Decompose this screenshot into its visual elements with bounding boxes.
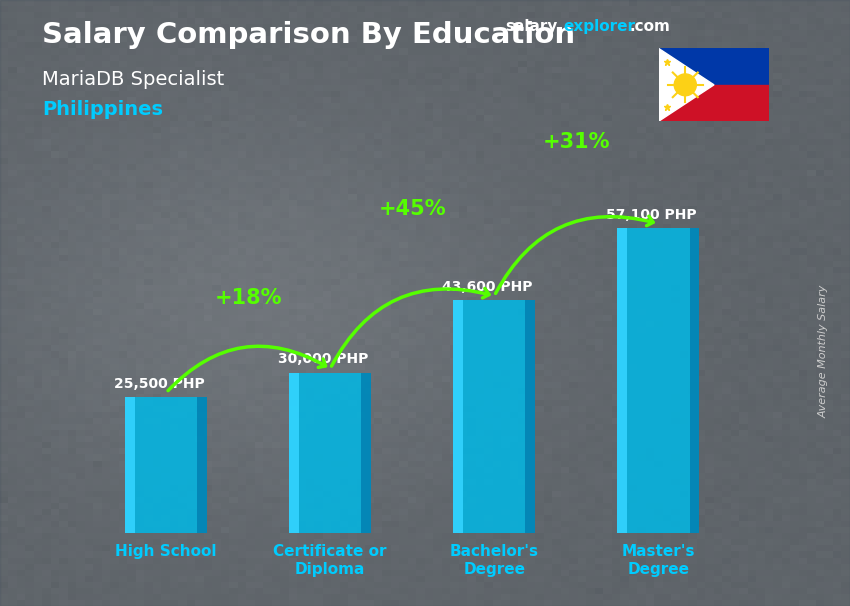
Bar xyxy=(617,228,627,533)
Text: .com: .com xyxy=(630,19,671,35)
Bar xyxy=(617,228,700,533)
Text: MariaDB Specialist: MariaDB Specialist xyxy=(42,70,224,88)
Text: 57,100 PHP: 57,100 PHP xyxy=(606,207,696,222)
Text: Salary Comparison By Education: Salary Comparison By Education xyxy=(42,21,575,49)
Circle shape xyxy=(674,74,696,96)
Text: +31%: +31% xyxy=(542,132,610,153)
Text: Philippines: Philippines xyxy=(42,100,163,119)
Bar xyxy=(289,373,371,533)
Text: explorer: explorer xyxy=(564,19,636,35)
Text: 43,600 PHP: 43,600 PHP xyxy=(442,280,532,294)
Text: salary: salary xyxy=(506,19,558,35)
Bar xyxy=(361,373,371,533)
Bar xyxy=(125,397,135,533)
Bar xyxy=(659,48,769,85)
Bar xyxy=(289,373,299,533)
Bar xyxy=(689,228,700,533)
Text: 25,500 PHP: 25,500 PHP xyxy=(114,376,204,390)
Bar xyxy=(453,300,463,533)
Bar xyxy=(525,300,536,533)
Text: +18%: +18% xyxy=(214,288,282,308)
Bar xyxy=(125,397,207,533)
Bar xyxy=(659,85,769,121)
Text: 30,000 PHP: 30,000 PHP xyxy=(278,353,368,367)
Text: +45%: +45% xyxy=(378,199,446,219)
Bar xyxy=(197,397,207,533)
Text: Average Monthly Salary: Average Monthly Salary xyxy=(819,285,829,418)
Bar xyxy=(453,300,536,533)
Polygon shape xyxy=(659,48,714,121)
